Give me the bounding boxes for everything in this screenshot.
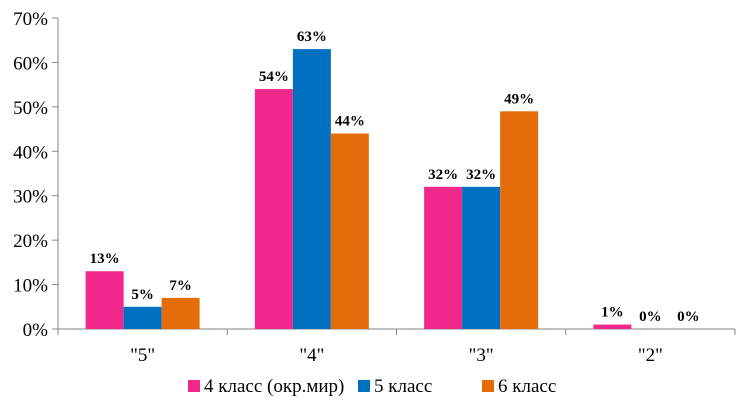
bar — [254, 89, 293, 329]
data-label: 5% — [131, 287, 154, 303]
bar — [85, 271, 124, 329]
data-label: 32% — [428, 167, 458, 183]
x-tick-label: "5" — [130, 345, 155, 366]
y-tick-label: 50% — [13, 98, 48, 119]
bar — [292, 49, 331, 329]
legend-swatch — [482, 380, 494, 392]
data-label: 54% — [259, 69, 289, 85]
y-tick-label: 30% — [13, 187, 48, 208]
y-tick-label: 10% — [13, 276, 48, 297]
legend-label: 6 класс — [498, 376, 556, 397]
y-tick-label: 0% — [23, 320, 49, 341]
legend-swatch — [188, 380, 200, 392]
data-label: 32% — [466, 167, 496, 183]
legend-label: 5 класс — [374, 376, 432, 397]
x-tick-label: "2" — [638, 345, 663, 366]
data-label: 1% — [601, 305, 624, 321]
data-label: 0% — [639, 309, 662, 325]
legend-label: 4 класс (окр.мир) — [204, 376, 344, 397]
data-label: 13% — [90, 251, 120, 267]
bar — [161, 297, 200, 329]
bar — [424, 186, 463, 329]
y-tick-label: 20% — [13, 231, 48, 252]
bars-layer — [85, 49, 632, 329]
bar — [123, 306, 162, 329]
data-label: 0% — [677, 309, 700, 325]
bar — [330, 133, 369, 329]
y-tick-label: 40% — [13, 142, 48, 163]
data-label: 63% — [297, 29, 327, 45]
y-tick-label: 70% — [13, 9, 48, 30]
x-tick-label: "3" — [469, 345, 494, 366]
legend-swatch — [358, 380, 370, 392]
data-labels-layer: 13% 5% 7% 54% 63% 44% 32% 32% 49% 1% 0% 0% — [90, 29, 700, 325]
data-label: 49% — [504, 91, 534, 107]
data-label: 7% — [169, 278, 192, 294]
bar — [462, 186, 501, 329]
data-label: 44% — [335, 114, 365, 130]
bar — [500, 111, 539, 329]
axes-layer: 0% 10% 20% 30% 40% 50% 60% 70% "5" "4" "3" "2" — [13, 9, 736, 366]
legend: 4 класс (окр.мир) 5 класс 6 класс — [188, 376, 556, 397]
x-tick-label: "4" — [299, 345, 324, 366]
y-tick-label: 60% — [13, 53, 48, 74]
bar — [593, 324, 632, 329]
